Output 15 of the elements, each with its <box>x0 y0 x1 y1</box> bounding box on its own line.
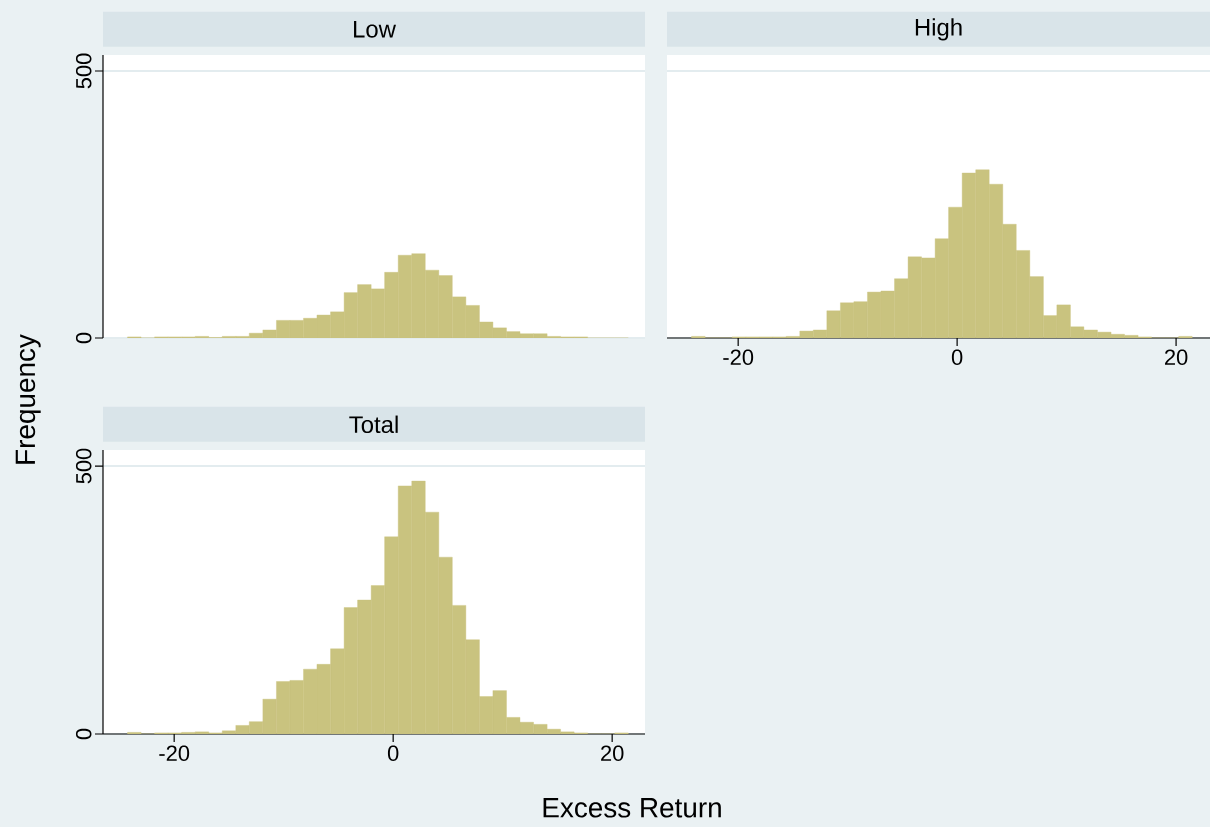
x-tick-label: 0 <box>951 349 963 366</box>
x-tick-label: 20 <box>601 745 624 762</box>
x-tick-label: 20 <box>1165 349 1188 366</box>
x-tick-label: -20 <box>159 745 190 762</box>
x-axis-title: Excess Return <box>543 798 721 818</box>
x-tick-label: -20 <box>723 349 754 366</box>
x-tick-label: 0 <box>387 745 399 762</box>
y-axis-title: Frequency <box>15 334 41 464</box>
chart-title: High <box>915 18 962 41</box>
y-tick-label: 0 <box>75 728 92 740</box>
y-tick-label: 500 <box>75 448 92 484</box>
chart-title: Low <box>354 20 396 38</box>
y-tick-label: 0 <box>75 332 92 344</box>
y-tick-label: 500 <box>75 53 92 89</box>
chart-title: Total <box>349 415 398 434</box>
